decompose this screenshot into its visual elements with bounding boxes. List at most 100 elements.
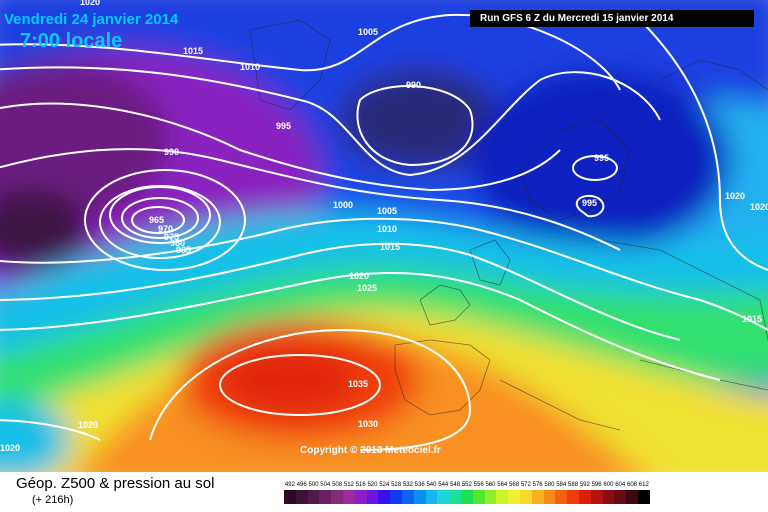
forecast-time: 7:00 locale xyxy=(20,30,123,52)
isobar-label: 985 xyxy=(176,245,191,255)
scale-swatch xyxy=(519,490,532,504)
scale-step: 560 xyxy=(484,480,497,504)
isobar-label: 1005 xyxy=(377,206,397,216)
scale-swatch xyxy=(331,490,343,504)
scale-label: 504 xyxy=(320,482,331,488)
isobar-label: 1020 xyxy=(750,202,768,212)
scale-label: 604 xyxy=(615,482,626,488)
scale-label: 612 xyxy=(638,482,649,488)
scale-step: 516 xyxy=(354,480,367,504)
scale-step: 572 xyxy=(519,480,532,504)
scale-swatch xyxy=(413,490,426,504)
scale-swatch xyxy=(508,490,520,504)
legend-subtitle: (+ 216h) xyxy=(32,494,74,506)
isobars xyxy=(0,13,768,451)
isobar-label: 965 xyxy=(149,215,164,225)
scale-label: 532 xyxy=(402,482,413,488)
scale-label: 600 xyxy=(603,482,614,488)
scale-label: 592 xyxy=(579,482,590,488)
scale-step: 504 xyxy=(319,480,332,504)
scale-swatch xyxy=(366,490,379,504)
scale-swatch xyxy=(390,490,402,504)
isobar-label: 995 xyxy=(582,198,597,208)
scale-label: 596 xyxy=(591,482,602,488)
scale-swatch xyxy=(531,490,544,504)
scale-swatch xyxy=(354,490,367,504)
isobar-label: 1020 xyxy=(80,0,100,7)
scale-swatch xyxy=(555,490,568,504)
scale-label: 556 xyxy=(473,482,484,488)
scale-step: 496 xyxy=(295,480,308,504)
isobar-label: 990 xyxy=(164,147,179,157)
scale-label: 496 xyxy=(296,482,307,488)
color-scale: 492 496 500 504 508 512 516 520 524 528 532 536 540 5… xyxy=(284,480,650,504)
isobar-label: 1000 xyxy=(333,200,353,210)
scale-swatch xyxy=(401,490,414,504)
isobar-label: 995 xyxy=(276,121,291,131)
scale-step: 604 xyxy=(614,480,627,504)
scale-step: 608 xyxy=(626,480,638,504)
isobar-label: 1030 xyxy=(358,419,378,429)
scale-step: 536 xyxy=(413,480,426,504)
scale-step: 556 xyxy=(472,480,485,504)
scale-label: 576 xyxy=(532,482,543,488)
scale-label: 540 xyxy=(426,482,437,488)
scale-step: 568 xyxy=(508,480,520,504)
scale-label: 552 xyxy=(461,482,472,488)
scale-swatch xyxy=(295,490,308,504)
scale-label: 528 xyxy=(391,482,402,488)
scale-label: 508 xyxy=(332,482,343,488)
scale-swatch xyxy=(472,490,485,504)
scale-step: 500 xyxy=(307,480,320,504)
geopotential-field xyxy=(0,0,768,472)
isobar-label: 1005 xyxy=(358,27,378,37)
scale-swatch xyxy=(484,490,497,504)
scale-label: 512 xyxy=(343,482,354,488)
scale-step: 592 xyxy=(578,480,591,504)
scale-swatch xyxy=(307,490,320,504)
isobar-label: 1025 xyxy=(357,283,377,293)
run-info: Run GFS 6 Z du Mercredi 15 janvier 2014 xyxy=(470,10,754,27)
scale-swatch xyxy=(590,490,603,504)
map-svg: 1020 1015 1010 1005 995 990 990 965 970 … xyxy=(0,0,768,472)
isobar-label: 1035 xyxy=(348,379,368,389)
scale-swatch xyxy=(284,490,296,504)
scale-swatch xyxy=(449,490,461,504)
scale-swatch xyxy=(614,490,627,504)
scale-step: 540 xyxy=(425,480,438,504)
isobar-label: 1010 xyxy=(377,224,397,234)
scale-label: 536 xyxy=(414,482,425,488)
scale-step: 524 xyxy=(378,480,391,504)
forecast-date: Vendredi 24 janvier 2014 xyxy=(4,11,179,28)
scale-label: 584 xyxy=(556,482,567,488)
scale-swatch xyxy=(437,490,450,504)
scale-label: 580 xyxy=(544,482,555,488)
weather-map: 1020 1015 1010 1005 995 990 990 965 970 … xyxy=(0,0,768,472)
scale-swatch xyxy=(496,490,509,504)
isobar-label: 1015 xyxy=(380,242,400,252)
scale-step: 532 xyxy=(401,480,414,504)
scale-label: 520 xyxy=(367,482,378,488)
scale-label: 516 xyxy=(355,482,366,488)
scale-step: 580 xyxy=(543,480,556,504)
scale-step: 576 xyxy=(531,480,544,504)
isobar-labels: 1020 1015 1010 1005 995 990 990 965 970 … xyxy=(0,0,768,453)
scale-step: 564 xyxy=(496,480,509,504)
scale-swatch xyxy=(578,490,591,504)
isobar-label: 1020 xyxy=(725,191,745,201)
scale-label: 492 xyxy=(284,482,295,488)
scale-step: 600 xyxy=(602,480,615,504)
scale-step: 544 xyxy=(437,480,450,504)
scale-step: 588 xyxy=(567,480,579,504)
scale-step: 552 xyxy=(460,480,473,504)
scale-swatch xyxy=(637,490,650,504)
scale-swatch xyxy=(342,490,355,504)
isobar-label: 1010 xyxy=(240,62,260,72)
scale-label: 568 xyxy=(509,482,520,488)
legend: Géop. Z500 & pression au sol (+ 216h) 49… xyxy=(0,472,768,512)
scale-label: 500 xyxy=(308,482,319,488)
scale-step: 512 xyxy=(342,480,355,504)
scale-label: 572 xyxy=(520,482,531,488)
scale-step: 528 xyxy=(390,480,402,504)
scale-swatch xyxy=(567,490,579,504)
